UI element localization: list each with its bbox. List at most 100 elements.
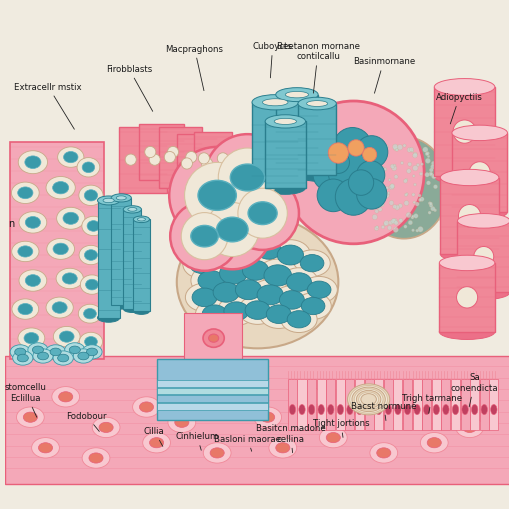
Bar <box>306 379 316 430</box>
Ellipse shape <box>375 405 381 415</box>
Ellipse shape <box>86 280 98 290</box>
Circle shape <box>181 213 228 260</box>
Circle shape <box>411 193 414 197</box>
Ellipse shape <box>251 175 298 189</box>
Ellipse shape <box>19 270 47 292</box>
Ellipse shape <box>145 147 156 158</box>
Ellipse shape <box>123 305 141 313</box>
Ellipse shape <box>223 302 248 321</box>
Circle shape <box>334 179 371 216</box>
Ellipse shape <box>198 154 209 165</box>
Ellipse shape <box>438 256 494 271</box>
Bar <box>451 133 506 213</box>
Bar <box>97 201 120 318</box>
Bar <box>434 88 494 177</box>
Circle shape <box>394 206 399 211</box>
Ellipse shape <box>87 221 100 232</box>
Ellipse shape <box>133 308 149 315</box>
Ellipse shape <box>294 387 321 407</box>
Circle shape <box>473 247 493 267</box>
Circle shape <box>414 203 418 207</box>
Circle shape <box>355 136 387 169</box>
Circle shape <box>417 194 420 197</box>
Circle shape <box>413 184 415 187</box>
Ellipse shape <box>97 196 120 206</box>
Ellipse shape <box>195 300 233 329</box>
Ellipse shape <box>277 245 303 266</box>
Ellipse shape <box>432 405 439 415</box>
Circle shape <box>392 205 396 209</box>
Circle shape <box>407 163 411 167</box>
Bar <box>123 210 141 309</box>
Circle shape <box>431 175 436 180</box>
Circle shape <box>384 146 387 149</box>
Ellipse shape <box>64 152 78 163</box>
Ellipse shape <box>300 255 323 272</box>
Ellipse shape <box>217 154 228 165</box>
Ellipse shape <box>18 328 45 349</box>
Circle shape <box>356 161 384 190</box>
Ellipse shape <box>300 392 315 402</box>
Ellipse shape <box>279 268 318 297</box>
Circle shape <box>406 169 410 174</box>
Ellipse shape <box>217 297 255 326</box>
Ellipse shape <box>404 405 410 415</box>
Ellipse shape <box>82 448 109 468</box>
Circle shape <box>282 102 423 244</box>
Ellipse shape <box>294 293 331 320</box>
Circle shape <box>226 177 298 250</box>
Ellipse shape <box>359 137 447 239</box>
Bar <box>156 388 267 394</box>
Bar <box>156 359 267 420</box>
Bar <box>156 403 267 410</box>
Ellipse shape <box>111 194 131 203</box>
Ellipse shape <box>111 301 131 309</box>
Ellipse shape <box>59 392 73 402</box>
Circle shape <box>413 214 417 219</box>
Ellipse shape <box>149 155 160 166</box>
Ellipse shape <box>298 405 304 415</box>
Text: stomcellu
Eclillua: stomcellu Eclillua <box>5 383 46 417</box>
Ellipse shape <box>18 187 33 200</box>
Circle shape <box>369 159 373 162</box>
Circle shape <box>374 227 378 231</box>
Circle shape <box>427 156 429 158</box>
Bar <box>184 313 242 359</box>
Circle shape <box>388 221 392 225</box>
Ellipse shape <box>356 390 380 409</box>
Ellipse shape <box>84 337 97 347</box>
Bar <box>297 104 335 176</box>
Circle shape <box>412 154 417 159</box>
Ellipse shape <box>457 286 509 300</box>
Circle shape <box>192 190 271 270</box>
Ellipse shape <box>413 405 419 415</box>
Ellipse shape <box>128 208 136 212</box>
Ellipse shape <box>12 242 39 262</box>
Bar <box>335 379 344 430</box>
Ellipse shape <box>132 397 160 417</box>
Ellipse shape <box>336 405 343 415</box>
Circle shape <box>468 162 489 184</box>
Circle shape <box>373 187 377 191</box>
Ellipse shape <box>358 392 378 407</box>
Ellipse shape <box>25 275 40 287</box>
Ellipse shape <box>286 273 311 292</box>
Circle shape <box>368 174 371 177</box>
Ellipse shape <box>419 433 447 453</box>
Ellipse shape <box>58 355 69 362</box>
Bar <box>138 125 184 181</box>
Ellipse shape <box>84 190 97 202</box>
Circle shape <box>412 202 415 204</box>
Ellipse shape <box>167 412 195 433</box>
Circle shape <box>419 197 423 202</box>
Ellipse shape <box>280 306 317 333</box>
Ellipse shape <box>203 329 224 348</box>
Ellipse shape <box>167 147 178 158</box>
Ellipse shape <box>47 239 74 260</box>
Ellipse shape <box>53 327 80 347</box>
Bar <box>364 379 373 430</box>
Circle shape <box>377 161 380 163</box>
Circle shape <box>412 166 417 172</box>
Ellipse shape <box>82 217 105 236</box>
Circle shape <box>393 176 398 180</box>
